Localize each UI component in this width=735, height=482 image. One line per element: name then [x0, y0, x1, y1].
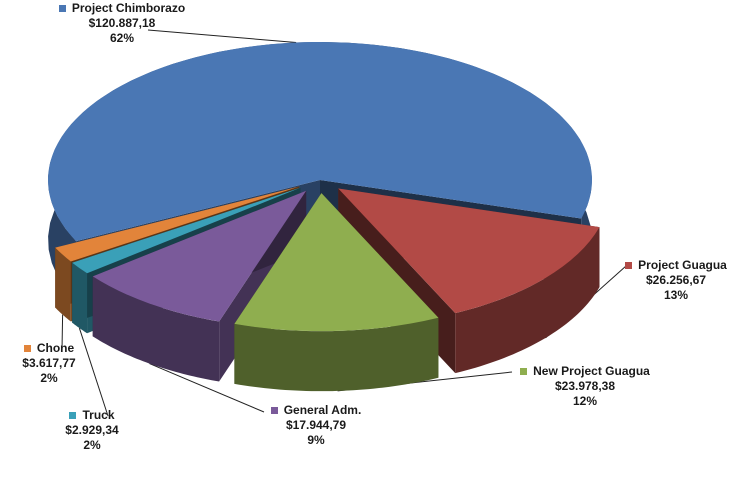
- slice-label-new-project-guagua: New Project Guagua $23.978,38 12%: [505, 364, 665, 409]
- slice-top-new-project-guagua: [234, 193, 439, 332]
- leader-line-truck: [78, 327, 109, 417]
- label-name: Project Chimborazo: [71, 1, 186, 15]
- label-percent: 62%: [109, 31, 135, 45]
- slice-rim-new-project-guagua: [234, 317, 439, 392]
- label-name: Chone: [36, 341, 75, 355]
- label-percent: 12%: [572, 394, 598, 408]
- label-name: General Adm.: [283, 403, 362, 417]
- legend-swatch-truck: [69, 412, 77, 419]
- slice-top-truck: [72, 187, 301, 274]
- label-value: $2.929,34: [65, 423, 119, 437]
- label-name: Truck: [82, 408, 115, 422]
- slice-top-chone: [55, 186, 300, 262]
- slice-rim-chone: [55, 247, 71, 322]
- slice-label-chone: Chone $3.617,77 2%: [4, 341, 94, 386]
- slice-top-general-adm: [92, 190, 307, 322]
- slice-rim-truck: [72, 262, 88, 334]
- label-value: $23.978,38: [554, 379, 616, 393]
- label-value: $17.944,79: [285, 418, 347, 432]
- label-value: $26.256,67: [645, 273, 707, 287]
- legend-swatch-project-guagua: [625, 262, 633, 269]
- label-percent: 9%: [307, 433, 325, 447]
- leader-line-chone: [61, 314, 64, 351]
- slice-label-project-chimborazo: Project Chimborazo $120.887,18 62%: [32, 1, 212, 46]
- slice-label-project-guagua: Project Guagua $26.256,67 13%: [620, 258, 732, 303]
- slice-rim-general-adm: [92, 276, 220, 382]
- label-percent: 2%: [40, 371, 58, 385]
- label-percent: 13%: [663, 288, 689, 302]
- label-percent: 2%: [83, 438, 101, 452]
- label-name: New Project Guagua: [533, 364, 650, 378]
- legend-swatch-chone: [23, 345, 31, 352]
- slice-top-project-guagua: [338, 188, 600, 314]
- label-name: Project Guagua: [638, 258, 727, 272]
- slice-label-truck: Truck $2.929,34 2%: [42, 408, 142, 453]
- label-value: $120.887,18: [88, 16, 156, 30]
- pie-slices: [47, 42, 600, 392]
- leader-line-project-chimborazo: [147, 29, 297, 44]
- slice-new-project-guagua: [234, 193, 439, 392]
- slice-rim-project-guagua: [455, 227, 600, 374]
- legend-swatch-general-adm: [270, 407, 278, 414]
- label-value: $3.617,77: [22, 356, 76, 370]
- slice-top-project-chimborazo: [47, 42, 592, 242]
- slice-label-general-adm: General Adm. $17.944,79 9%: [256, 403, 376, 448]
- legend-swatch-project-chimborazo: [58, 5, 66, 12]
- legend-swatch-new-project-guagua: [520, 368, 528, 375]
- leader-line-general-adm: [149, 363, 265, 413]
